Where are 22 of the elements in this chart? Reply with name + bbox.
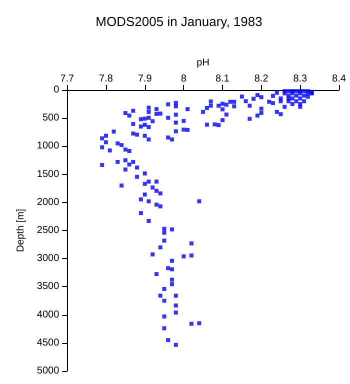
x-axis-title: pH	[196, 58, 210, 68]
y-tick-label: 3500	[36, 281, 60, 292]
x-tick-label: 8	[180, 74, 187, 84]
y-tick-label: 5000	[36, 366, 60, 376]
y-tick-label: 0	[54, 84, 60, 96]
y-tick-label: 1500	[36, 168, 60, 180]
y-axis-title: Depth [m]	[16, 208, 26, 252]
x-tick-label: 7.9	[138, 74, 152, 84]
x-tick-label: 7.8	[99, 74, 114, 84]
x-tick-label: 8.1	[216, 74, 230, 84]
chart-title: MODS2005 in January, 1983	[96, 14, 262, 29]
y-tick-label: 1000	[36, 140, 60, 152]
y-tick-label: 500	[42, 112, 60, 124]
x-tick-label: 8.4	[332, 74, 346, 84]
y-tick-label: 3000	[36, 253, 60, 264]
x-tick-label: 8.3	[293, 74, 308, 84]
x-tick-label: 7.7	[60, 74, 75, 84]
x-tick-label: 8.2	[254, 74, 269, 84]
y-tick-label: 2000	[36, 196, 60, 208]
y-tick-label: 4000	[36, 309, 60, 320]
y-tick-label: 2500	[36, 225, 60, 236]
y-tick-label: 4500	[36, 337, 60, 348]
